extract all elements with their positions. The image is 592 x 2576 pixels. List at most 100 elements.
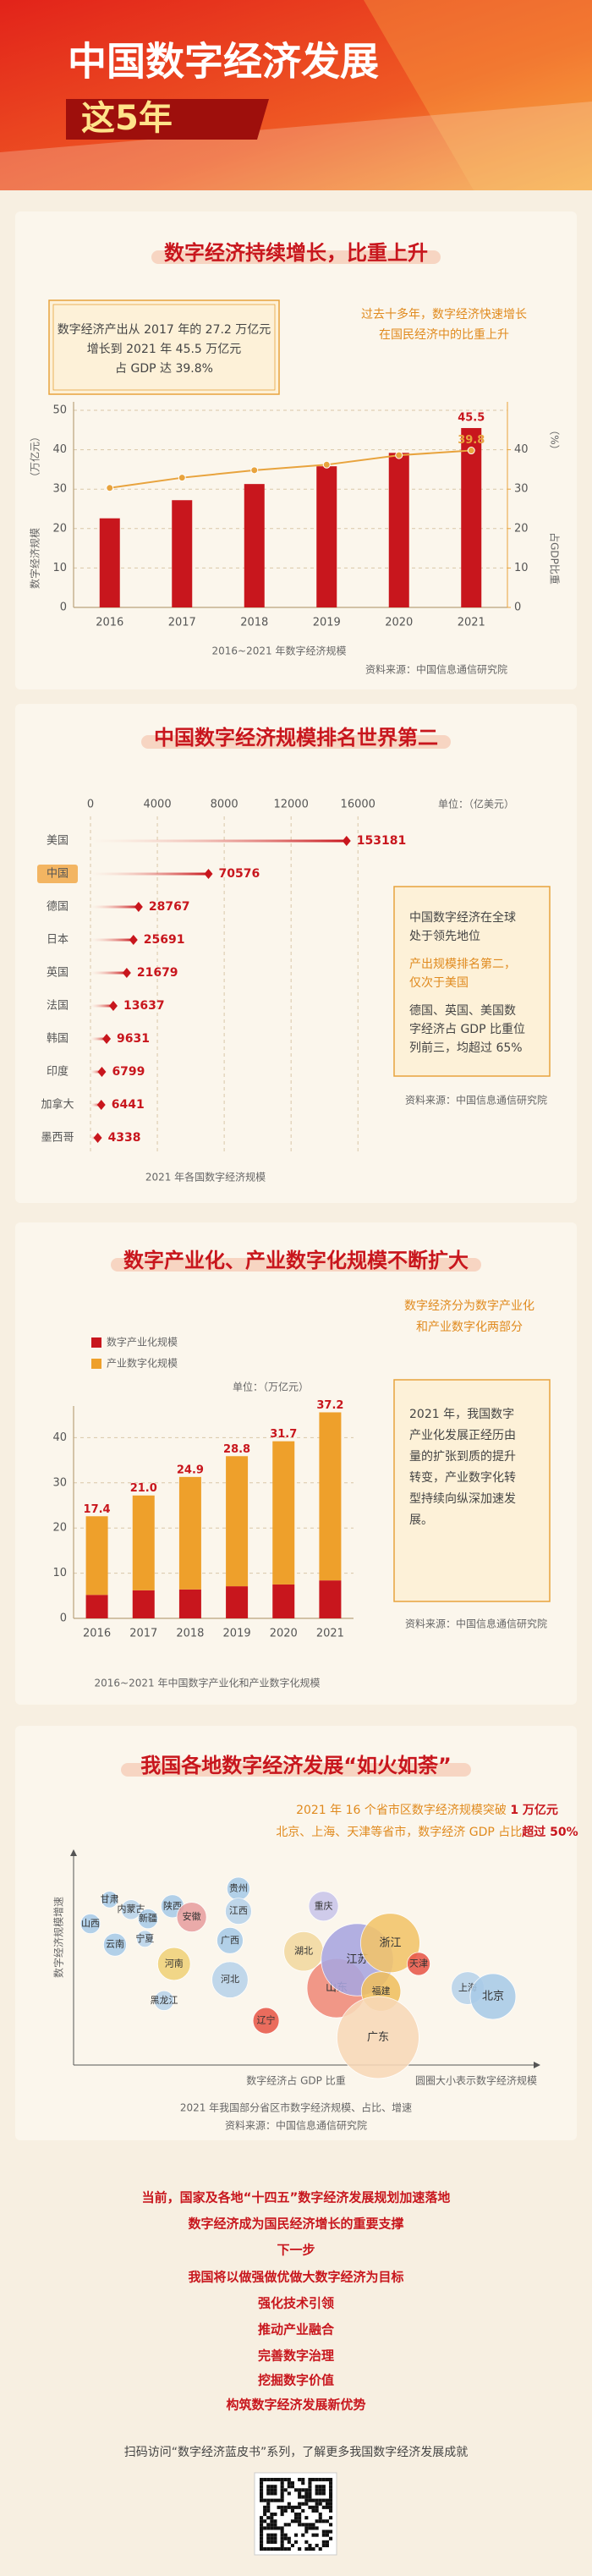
qr-module xyxy=(329,2485,333,2489)
qr-module xyxy=(321,2533,326,2537)
qr-module xyxy=(273,2498,277,2502)
qr-module xyxy=(304,2540,309,2544)
data-label: 9631 xyxy=(117,1032,150,1046)
bubble xyxy=(101,1891,118,1909)
bar-end xyxy=(342,836,351,846)
qr-module xyxy=(266,2526,271,2530)
bar-end xyxy=(129,935,138,945)
qr-module xyxy=(263,2547,267,2551)
qr-module xyxy=(318,2485,322,2489)
axis-arrow xyxy=(534,2062,540,2068)
bubble xyxy=(120,1899,142,1920)
qr-module xyxy=(308,2488,312,2492)
text-line: 型持续向纵深加速发 xyxy=(409,1491,516,1506)
qr-module xyxy=(301,2508,305,2513)
qr-module xyxy=(277,2547,281,2551)
closing-line: 我国将以做强做优做大数字经济为目标 xyxy=(188,2270,403,2285)
qr-module xyxy=(260,2536,264,2540)
qr-module xyxy=(329,2478,333,2482)
qr-module xyxy=(311,2498,315,2502)
qr-module xyxy=(315,2508,319,2513)
text-line: 在国民经济中的比重上升 xyxy=(379,328,509,342)
qr-module xyxy=(263,2478,267,2482)
line-point xyxy=(250,466,259,475)
qr-module xyxy=(270,2498,274,2502)
bubble xyxy=(136,1930,154,1948)
qr-module xyxy=(270,2488,274,2492)
qr-module xyxy=(321,2540,326,2544)
qr-module xyxy=(298,2488,302,2492)
qr-module xyxy=(308,2478,312,2482)
bar xyxy=(172,500,193,607)
y-tick-label: 20 xyxy=(52,522,67,535)
note-part: 超过 50% xyxy=(521,1825,578,1839)
closing-line: 挖掘数字价值 xyxy=(258,2373,334,2388)
qr-module xyxy=(290,2505,294,2509)
qr-module xyxy=(308,2523,312,2527)
qr-module xyxy=(321,2478,326,2482)
qr-module xyxy=(280,2478,284,2482)
qr-module xyxy=(325,2502,329,2506)
qr-module xyxy=(318,2502,322,2506)
qr-module xyxy=(290,2543,294,2547)
bubble-label: 江苏 xyxy=(346,1953,368,1966)
qr-module xyxy=(287,2540,291,2544)
line-point xyxy=(106,484,114,492)
data-label: 6441 xyxy=(112,1098,145,1112)
header-deco xyxy=(0,102,592,190)
qr-module xyxy=(277,2526,281,2530)
caption: 2016~2021 年数字经济规模 xyxy=(212,645,347,657)
bar-segment xyxy=(272,1584,295,1618)
bubble-label: 安徽 xyxy=(183,1910,201,1922)
qr-module xyxy=(325,2498,329,2502)
bubble xyxy=(337,1996,419,2079)
qr-module xyxy=(280,2495,284,2499)
bar xyxy=(99,518,120,607)
qr-module xyxy=(321,2529,326,2534)
qr-module xyxy=(270,2516,274,2520)
bubble xyxy=(102,1932,127,1957)
note-part: 1 万亿元 xyxy=(510,1803,558,1817)
qr-module xyxy=(308,2498,312,2502)
qr-module xyxy=(273,2526,277,2530)
qr-module xyxy=(298,2495,302,2499)
qr-modules xyxy=(260,2478,333,2551)
text-line: 转变，产业数字化转 xyxy=(409,1471,516,1485)
bar-end xyxy=(97,1067,107,1077)
qr-module xyxy=(298,2513,302,2517)
bar-segment xyxy=(319,1412,342,1581)
qr-module xyxy=(304,2502,309,2506)
bubble-label: 甘肃 xyxy=(101,1893,119,1904)
y-tick-label: 40 xyxy=(52,1431,67,1444)
qr-module xyxy=(329,2505,333,2509)
qr-module xyxy=(270,2491,274,2496)
closing-line: 数字经济成为国民经济增长的重要支撑 xyxy=(188,2216,403,2232)
data-label: 28.8 xyxy=(223,1443,250,1456)
text-line: 过去十多年，数字经济快速增长 xyxy=(361,307,527,321)
bubble-label: 北京 xyxy=(482,1990,504,2002)
qr-module xyxy=(273,2523,277,2527)
qr-module xyxy=(301,2481,305,2485)
qr-module xyxy=(304,2547,309,2551)
qr-module xyxy=(280,2543,284,2547)
qr-module xyxy=(266,2488,271,2492)
bar xyxy=(388,453,409,607)
y-axis-unit: （万亿元） xyxy=(29,431,41,482)
qr-module xyxy=(294,2488,299,2492)
qr-module xyxy=(270,2519,274,2524)
qr-module xyxy=(311,2526,315,2530)
y-tick-label: 20 xyxy=(52,1522,67,1535)
bubble xyxy=(469,1973,517,2020)
qr-module xyxy=(294,2540,299,2544)
qr-module xyxy=(280,2505,284,2509)
bar xyxy=(316,466,337,607)
qr-module xyxy=(325,2519,329,2524)
bubble-label: 贵州 xyxy=(229,1883,248,1894)
qr-module xyxy=(294,2519,299,2524)
caption: 2021 年各国数字经济规模 xyxy=(145,1171,266,1184)
qr-module xyxy=(287,2491,291,2496)
qr-module xyxy=(318,2547,322,2551)
y-axis-label: 数字经济规模增速 xyxy=(52,1897,65,1978)
qr-module xyxy=(304,2491,309,2496)
qr-module xyxy=(315,2543,319,2547)
